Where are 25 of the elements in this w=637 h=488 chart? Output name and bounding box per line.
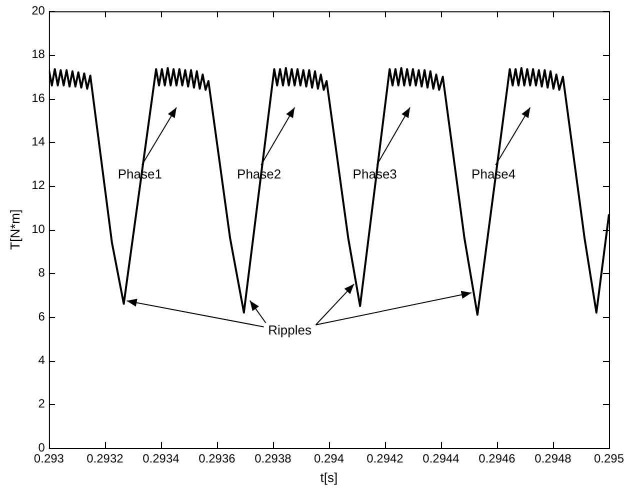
- y-tick-label: 12: [32, 178, 46, 192]
- x-tick-label: 0.2942: [366, 452, 404, 466]
- y-tick-label: 14: [32, 134, 46, 149]
- x-tick-label: 0.2936: [198, 452, 236, 466]
- annotation: Ripples: [268, 322, 312, 338]
- x-tick-label: 0.2932: [86, 452, 124, 466]
- y-tick-label: 18: [32, 47, 46, 62]
- x-tick-label: 0.2934: [142, 452, 180, 466]
- y-tick-label: 6: [38, 309, 46, 324]
- y-tick-label: 2: [38, 396, 46, 411]
- y-tick-label: 0: [38, 440, 46, 454]
- y-tick-label: 4: [38, 352, 46, 367]
- x-tick-label: 0.2938: [254, 452, 292, 466]
- x-tick-label: 0.295: [594, 452, 624, 466]
- x-axis-title: t[s]: [320, 470, 338, 485]
- x-tick-label: 0.293: [34, 452, 64, 466]
- y-axis-title: T[N*m]: [7, 209, 22, 250]
- y-tick-label: 10: [32, 222, 46, 236]
- x-tick-label: 0.2948: [534, 452, 572, 466]
- x-tick-label: 0.2944: [422, 452, 460, 466]
- y-tick-label: 8: [38, 266, 46, 280]
- x-tick-label: 0.2946: [478, 452, 516, 466]
- y-tick-label: 20: [32, 4, 46, 18]
- y-tick-label: 16: [32, 90, 46, 105]
- x-tick-label: 0.294: [314, 452, 344, 466]
